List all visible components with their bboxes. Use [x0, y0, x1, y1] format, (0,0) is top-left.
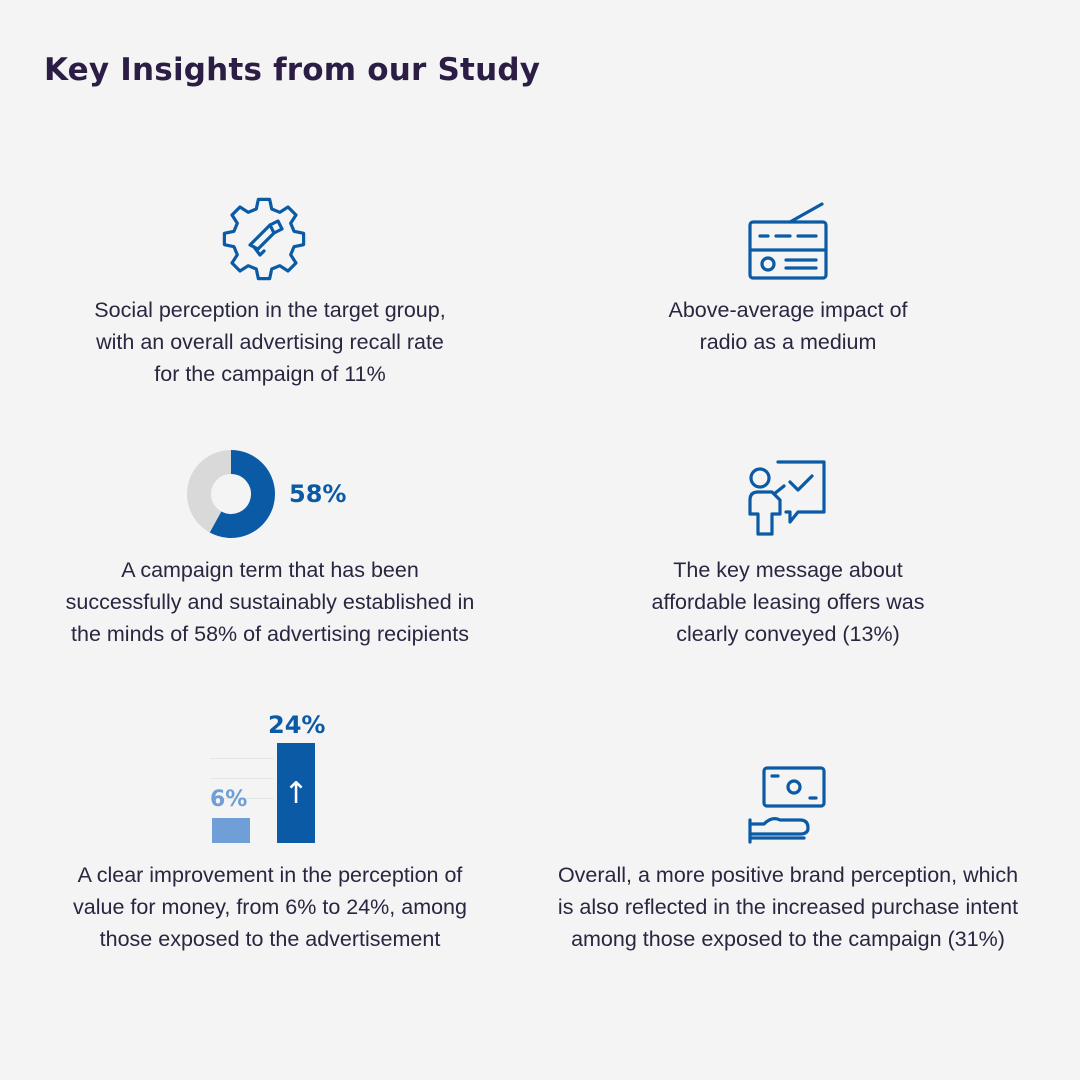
- insight-text: Above-average impact of radio as a mediu…: [668, 298, 908, 354]
- insight-text: The key message about affordable leasing…: [651, 558, 925, 646]
- after-bar: ↑: [277, 743, 315, 843]
- insight-text: A campaign term that has been successful…: [65, 558, 475, 646]
- insight-text: A clear improvement in the perception of…: [73, 863, 467, 951]
- insight-card-campaign-term: 58% A campaign term that has been succes…: [0, 448, 540, 778]
- insight-card-value-for-money: 6% ↑ 24% A clear improvement in the perc…: [0, 711, 540, 1042]
- before-bar: [212, 818, 250, 843]
- donut-value-label: 58%: [289, 480, 347, 508]
- donut-value-arc: [209, 450, 275, 538]
- donut-chart: 58%: [0, 448, 540, 540]
- hand-money-icon: [518, 764, 1058, 844]
- donut-svg: [187, 450, 275, 538]
- presenter-check-icon: [518, 456, 1058, 540]
- insight-text: Overall, a more positive brand perceptio…: [557, 863, 1019, 951]
- insight-card-brand-perception: Overall, a more positive brand perceptio…: [518, 712, 1058, 1042]
- bar-comparison: 6% ↑ 24%: [196, 711, 346, 844]
- before-label: 6%: [210, 787, 248, 812]
- up-arrow-icon: ↑: [283, 775, 309, 811]
- radio-icon: [518, 198, 1058, 282]
- page-title: Key Insights from our Study: [44, 52, 541, 88]
- after-label: 24%: [268, 711, 326, 739]
- insight-card-recall: Social perception in the target group, w…: [0, 196, 540, 526]
- insight-card-radio: Above-average impact of radio as a mediu…: [518, 196, 1058, 526]
- gear-megaphone-icon: [0, 196, 534, 282]
- insight-text: Social perception in the target group, w…: [94, 298, 446, 386]
- insight-card-key-message: The key message about affordable leasing…: [518, 448, 1058, 778]
